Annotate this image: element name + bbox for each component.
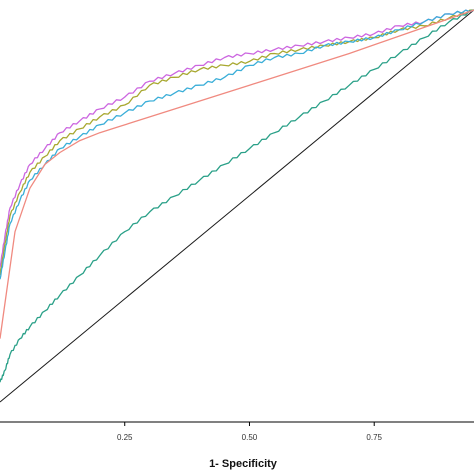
reference-diagonal-line <box>0 9 474 403</box>
x-axis-label: 1- Specificity <box>209 458 278 470</box>
x-axis-ticks: 0.25 0.50 0.75 <box>117 422 383 442</box>
roc-curve-series-1 <box>0 9 474 268</box>
roc-curve-series-2 <box>0 9 474 276</box>
roc-curve-series-4 <box>0 9 474 383</box>
roc-curve-series-3 <box>0 9 474 280</box>
x-tick-label: 0.50 <box>242 433 258 442</box>
plot-area <box>0 9 474 403</box>
x-tick-label: 0.25 <box>117 433 133 442</box>
x-tick-label: 0.75 <box>366 433 382 442</box>
roc-curve-series-5 <box>0 9 474 339</box>
